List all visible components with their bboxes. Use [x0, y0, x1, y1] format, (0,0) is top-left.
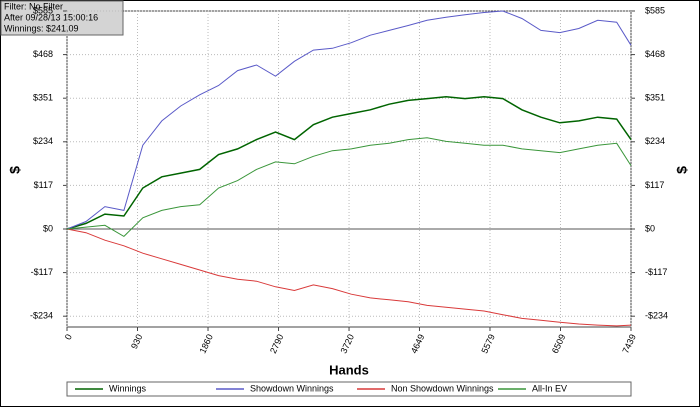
info-box — [0, 0, 124, 36]
x-tick-label: 0 — [63, 333, 74, 342]
legend-label: Winnings — [109, 383, 147, 393]
plot-area — [66, 10, 632, 328]
info-line: After 09/28/13 15:00:16 — [4, 12, 98, 22]
legend-label: Showdown Winnings — [250, 383, 334, 393]
y2-axis-label: $ — [674, 166, 690, 174]
y2-tick-label: $117 — [645, 180, 664, 190]
legend — [66, 381, 632, 397]
info-line: Filter: No Filter — [4, 1, 63, 11]
series-line — [66, 95, 632, 230]
y2-tick-label: $234 — [645, 136, 665, 146]
x-axis-label: Hands — [329, 362, 369, 377]
legend-label: Non Showdown Winnings — [391, 383, 494, 393]
y-tick-label: $117 — [34, 180, 53, 190]
y-tick-label: $234 — [33, 136, 53, 146]
y2-tick-label: -$234 — [645, 311, 668, 321]
y2-tick-label: -$117 — [645, 267, 667, 277]
legend-label: All-In EV — [532, 383, 567, 393]
series-line — [66, 137, 632, 238]
y-tick-label: $351 — [33, 93, 53, 103]
y-axis-label: $ — [7, 166, 23, 174]
y2-tick-label: $0 — [645, 223, 655, 233]
series-line — [66, 228, 632, 327]
series-line — [66, 10, 632, 230]
info-line: Winnings: $241.09 — [4, 23, 79, 33]
y-tick-label: $585 — [33, 5, 53, 15]
y2-tick-label: $351 — [645, 93, 665, 103]
y-tick-label: $0 — [43, 223, 53, 233]
y-tick-label: -$234 — [30, 311, 53, 321]
y2-tick-label: $585 — [645, 5, 665, 15]
y2-tick-label: $468 — [645, 49, 665, 59]
y-tick-label: $468 — [33, 49, 53, 59]
y-tick-label: -$117 — [31, 267, 53, 277]
